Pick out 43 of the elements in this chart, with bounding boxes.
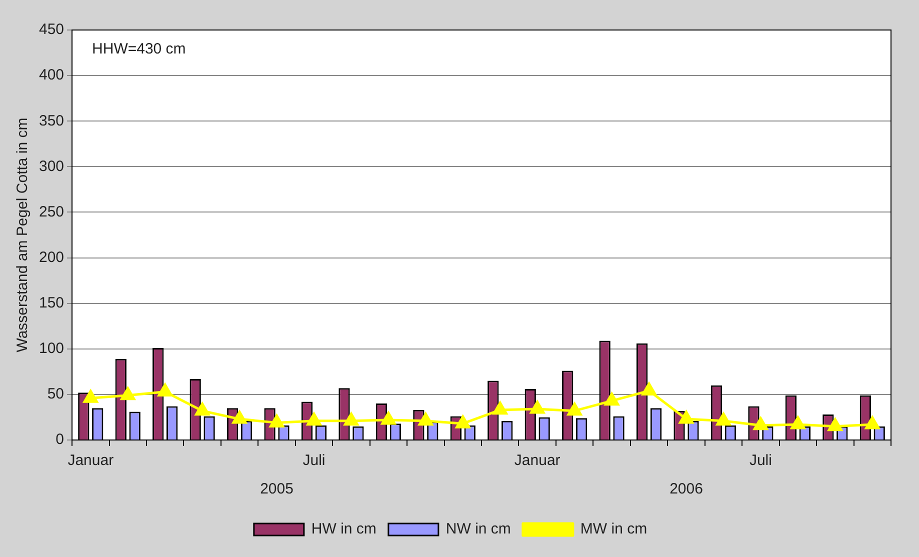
y-tick-label: 100 — [38, 340, 64, 358]
legend-label: HW in cm — [311, 520, 376, 538]
point — [492, 402, 508, 415]
point — [716, 412, 731, 426]
point — [344, 412, 359, 426]
point — [306, 412, 322, 426]
point — [158, 383, 172, 396]
y-tick-label: 400 — [38, 66, 64, 84]
point — [232, 410, 247, 424]
point — [83, 390, 98, 403]
y-tick-label: 450 — [38, 21, 64, 38]
y-tick-label: 250 — [38, 203, 64, 220]
point — [418, 412, 433, 426]
y-tick-label: 0 — [56, 431, 64, 448]
legend-label: MW in cm — [580, 520, 648, 538]
point — [678, 410, 694, 424]
annotation: HHW=430 cm — [92, 40, 186, 58]
x-tick-label: Juli — [749, 452, 772, 470]
x-tick-label: Januar — [514, 452, 560, 470]
point — [381, 412, 396, 425]
text: 2006 — [670, 480, 703, 498]
point — [865, 416, 880, 430]
x-tick-label: Januar — [68, 452, 114, 470]
point — [828, 418, 842, 432]
y-axis-title: Wasserstand am Pegel Cotta in cm — [14, 118, 32, 352]
point — [604, 392, 620, 406]
point — [195, 402, 210, 416]
y-tick-label: 300 — [38, 158, 64, 175]
point — [790, 416, 806, 430]
point — [753, 417, 768, 430]
y-tick-label: 350 — [38, 112, 64, 130]
y-tick-label: 150 — [38, 294, 64, 312]
point — [530, 400, 545, 414]
point — [642, 382, 656, 396]
point — [269, 414, 284, 428]
legend-label: NW in cm — [446, 520, 511, 538]
x-tick-label: Juli — [302, 452, 326, 470]
text: 2005 — [260, 480, 294, 498]
y-tick-label: 50 — [47, 386, 64, 403]
point — [120, 387, 136, 400]
point — [567, 402, 582, 416]
point — [456, 415, 470, 428]
y-tick-label: 200 — [38, 248, 64, 266]
